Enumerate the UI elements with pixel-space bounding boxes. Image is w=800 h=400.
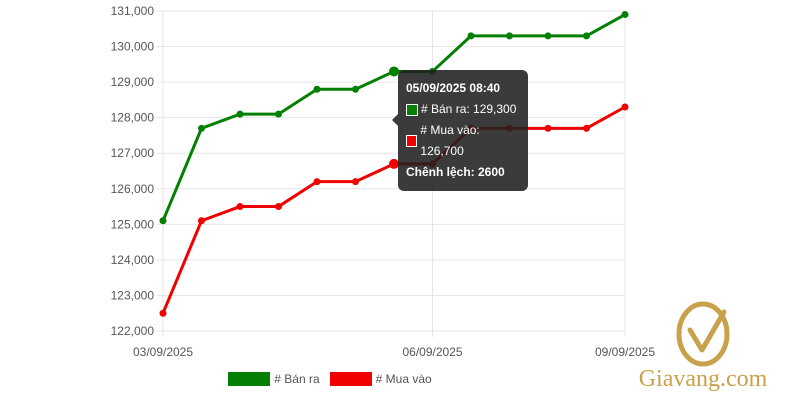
tooltip-footer: Chênh lệch: 2600 bbox=[406, 165, 505, 179]
y-tick-label: 122,000 bbox=[111, 324, 155, 338]
data-point bbox=[159, 217, 167, 225]
data-point bbox=[236, 203, 244, 211]
data-point bbox=[621, 11, 629, 19]
grid bbox=[157, 10, 626, 337]
x-tick-label: 06/09/2025 bbox=[402, 345, 462, 359]
y-tick-label: 130,000 bbox=[111, 40, 155, 54]
data-point bbox=[159, 309, 167, 317]
legend-label: # Bán ra bbox=[274, 372, 320, 386]
y-tick-label: 123,000 bbox=[111, 288, 155, 302]
series-line bbox=[161, 105, 626, 314]
data-point bbox=[236, 110, 244, 118]
y-tick-label: 124,000 bbox=[111, 253, 155, 267]
tooltip-row-label: # Bán ra: 129,300 bbox=[421, 102, 517, 116]
tooltip-row-mua-vao: # Mua vào: 126,700 bbox=[406, 120, 520, 162]
tooltip-title: 05/09/2025 08:40 bbox=[406, 81, 501, 95]
legend-item-mua-vao[interactable]: # Mua vào bbox=[329, 372, 432, 386]
y-tick-label: 129,000 bbox=[111, 75, 155, 89]
data-point bbox=[467, 32, 475, 40]
y-tick-label: 128,000 bbox=[111, 111, 155, 125]
data-point bbox=[198, 217, 205, 225]
y-tick-label: 131,000 bbox=[111, 4, 155, 18]
legend: # Bán ra # Mua vào bbox=[0, 372, 660, 386]
data-point bbox=[506, 32, 513, 40]
data-point bbox=[389, 158, 399, 169]
data-point bbox=[352, 178, 359, 186]
x-axis: 03/09/2025 06/09/2025 09/09/2025 bbox=[133, 345, 655, 359]
legend-label: # Mua vào bbox=[375, 372, 432, 386]
data-point bbox=[313, 178, 321, 186]
series-layer bbox=[159, 11, 629, 317]
y-tick-label: 125,000 bbox=[111, 217, 155, 231]
tooltip-caret bbox=[392, 114, 398, 126]
x-tick-label: 09/09/2025 bbox=[595, 345, 655, 359]
tooltip-swatch-mua-vao bbox=[406, 135, 418, 147]
tooltip-row-ban-ra: # Bán ra: 129,300 bbox=[406, 99, 520, 120]
data-point bbox=[275, 203, 282, 211]
data-point bbox=[544, 124, 552, 132]
tooltip: 05/09/2025 08:40 # Bán ra: 129,300 # Mua… bbox=[392, 70, 528, 191]
logo-emblem-icon bbox=[676, 301, 730, 367]
tooltip-row-label: # Mua vào: 126,700 bbox=[420, 123, 480, 158]
data-point bbox=[583, 124, 590, 132]
legend-swatch-mua-vao bbox=[329, 372, 372, 386]
y-tick-label: 126,000 bbox=[111, 182, 155, 196]
data-point bbox=[389, 66, 399, 77]
data-point bbox=[198, 124, 205, 132]
data-point bbox=[275, 110, 282, 118]
data-point bbox=[313, 85, 321, 93]
logo-text: Giavang.com bbox=[638, 366, 768, 392]
x-tick-label: 03/09/2025 bbox=[133, 345, 193, 359]
y-axis: 122,000 123,000 124,000 125,000 126,000 127,0… bbox=[111, 4, 155, 338]
legend-swatch-ban-ra bbox=[228, 372, 271, 386]
data-point bbox=[544, 32, 552, 40]
giavang-logo: Giavang.com bbox=[628, 300, 778, 400]
data-point bbox=[621, 103, 629, 111]
tooltip-swatch-ban-ra bbox=[406, 103, 418, 116]
data-point bbox=[352, 85, 359, 93]
y-tick-label: 127,000 bbox=[111, 146, 155, 160]
legend-item-ban-ra[interactable]: # Bán ra bbox=[228, 372, 320, 386]
data-point bbox=[583, 32, 590, 40]
